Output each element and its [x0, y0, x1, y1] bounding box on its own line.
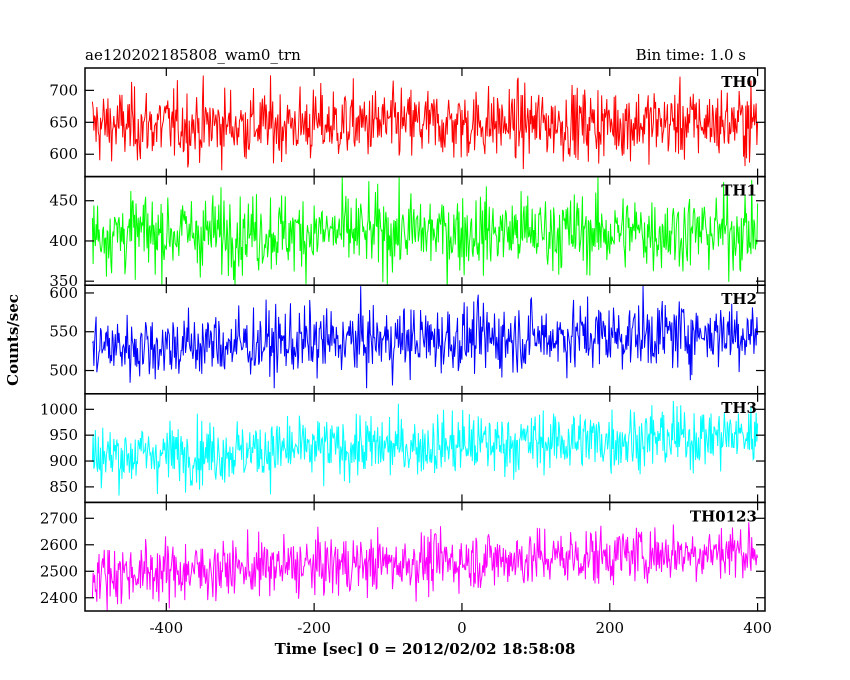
y-tick-label-th3: 850: [49, 478, 78, 496]
series-label-th0123: TH0123: [690, 507, 757, 525]
y-tick-label-th0123: 2600: [40, 536, 78, 554]
series-line-th0: [91, 75, 759, 171]
panel-th3: 850 900 950 1000 TH3: [40, 393, 766, 504]
y-tick-label-th2: 500: [49, 362, 78, 380]
y-tick-label-th3: 900: [49, 452, 78, 470]
series-label-th2: TH2: [721, 290, 757, 308]
y-tick-label-th0: 700: [49, 81, 78, 99]
x-axis-label: Time [sec] 0 = 2012/02/02 18:58:08: [275, 640, 576, 658]
y-tick-label-th0123: 2700: [40, 509, 78, 527]
x-tick-label: -200: [297, 619, 331, 637]
x-tick-label: 0: [457, 619, 467, 637]
y-tick-label-th1: 400: [49, 232, 78, 250]
x-axis: -400 -200 0 200 400: [149, 619, 771, 637]
series-line-th0123: [91, 522, 759, 611]
series-label-th3: TH3: [721, 399, 757, 417]
series-line-th2: [91, 285, 759, 389]
x-tick-label: 400: [743, 619, 772, 637]
series-line-th1: [91, 176, 759, 286]
y-tick-label-th0: 600: [49, 145, 78, 163]
panels-group: 600 650 700 TH0 350 400 450 TH1 500 550 600 TH2 850 9…: [40, 67, 766, 612]
panel-frame-th0123: [84, 501, 766, 612]
y-tick-label-th1: 350: [49, 272, 78, 290]
series-label-th0: TH0: [721, 73, 757, 91]
panel-th0123: 2400 2500 2600 2700 TH0123: [40, 501, 766, 612]
chart-title-left: ae120202185808_wam0_trn: [85, 46, 301, 64]
y-tick-label-th0: 650: [49, 113, 78, 131]
x-tick-label: 200: [595, 619, 624, 637]
chart-title-right: Bin time: 1.0 s: [636, 46, 746, 64]
panel-th1: 350 400 450 TH1: [49, 175, 766, 290]
x-tick-label: -400: [149, 619, 183, 637]
y-tick-label-th0123: 2500: [40, 562, 78, 580]
y-tick-label-th3: 950: [49, 426, 78, 444]
y-tick-label-th2: 550: [49, 323, 78, 341]
y-axis-label: Counts/sec: [4, 294, 22, 386]
y-tick-label-th2: 600: [49, 284, 78, 302]
series-label-th1: TH1: [721, 182, 757, 200]
y-tick-label-th1: 450: [49, 192, 78, 210]
series-line-th3: [91, 401, 759, 496]
y-tick-label-th0123: 2400: [40, 589, 78, 607]
y-tick-label-th3: 1000: [40, 400, 78, 418]
panel-th2: 500 550 600 TH2: [49, 284, 766, 395]
panel-th0: 600 650 700 TH0: [49, 67, 766, 178]
